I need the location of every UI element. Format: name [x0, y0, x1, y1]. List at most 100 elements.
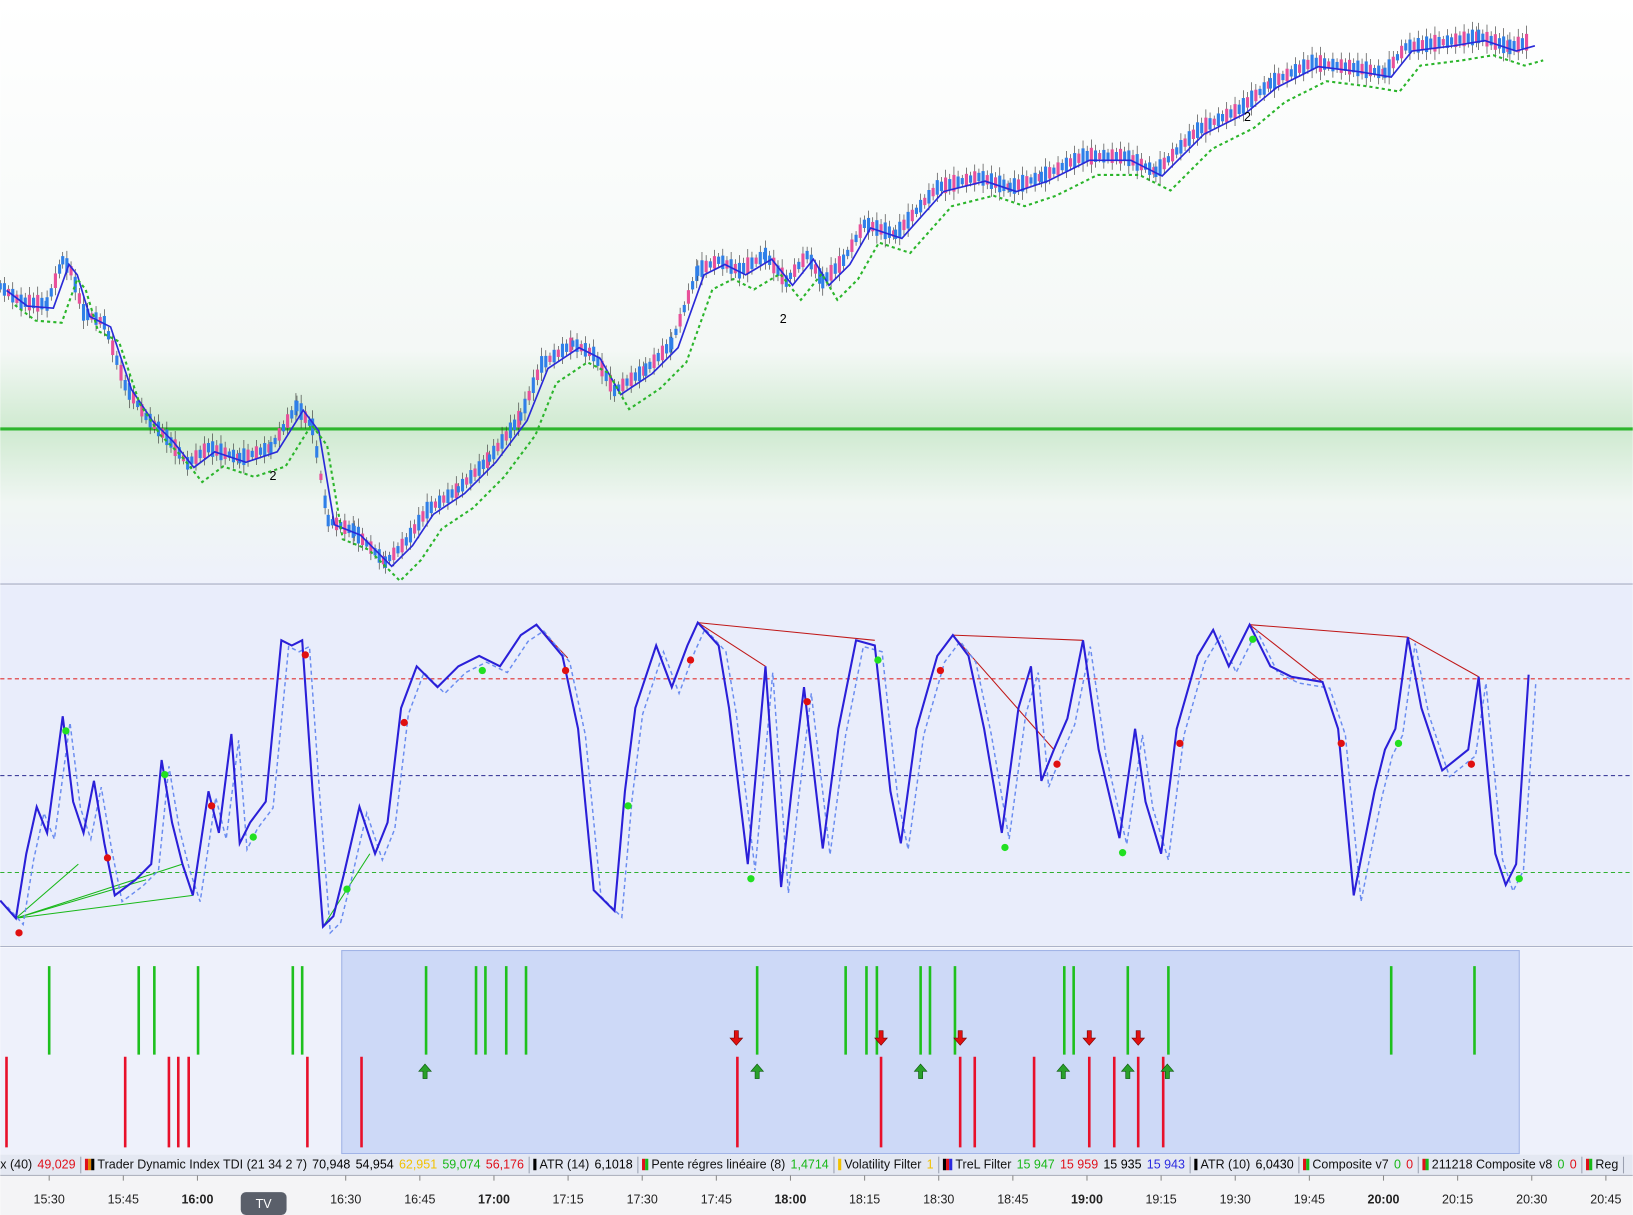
candle — [500, 434, 504, 449]
candle — [750, 257, 754, 269]
candle — [969, 175, 973, 183]
candle — [931, 187, 935, 197]
divergence-line — [697, 622, 766, 667]
candle — [206, 443, 211, 453]
candle — [1254, 89, 1258, 102]
candle — [1060, 162, 1064, 171]
candle — [1277, 73, 1281, 85]
down-arrow — [874, 1030, 888, 1046]
candle — [36, 294, 40, 312]
cross-dot — [15, 929, 23, 937]
candle — [952, 174, 956, 192]
candle — [1237, 104, 1241, 115]
candle — [488, 454, 492, 462]
candle — [223, 447, 227, 459]
legend-swatch — [645, 1158, 649, 1171]
candle — [1127, 150, 1131, 167]
candle — [1273, 72, 1277, 90]
candle — [65, 258, 69, 273]
candle — [729, 259, 733, 274]
indicator-name: ATR (14) — [540, 1157, 590, 1171]
indicator-value: 0 — [1558, 1157, 1565, 1171]
candle — [754, 257, 758, 264]
candle — [460, 478, 465, 492]
candle — [612, 384, 617, 397]
candle — [295, 400, 299, 412]
candle — [854, 234, 858, 243]
cross-dot — [874, 656, 882, 664]
candle — [319, 473, 323, 480]
candle — [1281, 73, 1285, 81]
candle — [665, 344, 669, 354]
tv-button[interactable] — [240, 1192, 287, 1215]
candle — [1102, 149, 1106, 163]
cross-dot — [343, 885, 351, 893]
indicator-value: 49,029 — [37, 1157, 75, 1171]
candle — [1331, 58, 1335, 72]
candle — [910, 209, 914, 222]
candle — [1048, 167, 1052, 179]
candle — [1343, 62, 1347, 71]
candle — [1241, 98, 1245, 114]
candle — [871, 221, 875, 232]
candle — [0, 283, 2, 290]
divergence-line — [1407, 636, 1479, 678]
candle — [1412, 41, 1416, 50]
cross-dot — [1001, 843, 1009, 852]
candle — [269, 441, 273, 454]
candle — [879, 224, 883, 235]
candle — [202, 443, 206, 459]
candle — [1056, 162, 1060, 175]
candle — [1425, 36, 1429, 53]
candle — [211, 441, 215, 457]
candle — [69, 266, 73, 276]
candle — [1516, 36, 1520, 53]
candle — [801, 253, 805, 268]
candle — [535, 369, 540, 381]
candle — [194, 450, 198, 464]
candle — [637, 366, 642, 382]
candle — [517, 410, 521, 428]
candle — [161, 428, 165, 438]
candle — [1377, 65, 1381, 79]
candle — [1420, 40, 1424, 50]
candle — [1364, 61, 1368, 79]
legend-swatch — [533, 1158, 537, 1171]
indicator-name: 211218 Composite v8 — [1432, 1157, 1553, 1171]
candle — [267, 444, 271, 453]
candle — [315, 446, 319, 458]
candle — [919, 199, 923, 213]
candle — [429, 501, 433, 514]
candle — [1171, 148, 1175, 162]
candle — [1187, 131, 1191, 146]
legend-swatch — [838, 1158, 842, 1171]
candle — [1400, 45, 1404, 59]
candle — [352, 525, 356, 537]
time-label: 15:45 — [108, 1193, 139, 1207]
cross-dot — [1337, 739, 1345, 748]
candle — [373, 548, 377, 556]
time-label: 16:45 — [404, 1193, 435, 1207]
candle — [361, 533, 365, 546]
candle — [1025, 176, 1029, 188]
legend-swatch — [1589, 1158, 1593, 1171]
candle — [485, 452, 490, 468]
candle — [686, 290, 691, 304]
candle — [1454, 33, 1458, 48]
candle — [569, 337, 573, 353]
candle — [400, 538, 404, 553]
candle — [365, 540, 369, 547]
candle — [939, 181, 943, 192]
candle — [1037, 174, 1041, 182]
price-annotation: 2 — [1244, 110, 1251, 124]
cross-dot — [1394, 739, 1403, 748]
candle — [531, 377, 535, 394]
candle — [446, 489, 450, 504]
cross-dot — [207, 802, 216, 810]
candle — [1021, 174, 1025, 192]
candle — [948, 179, 952, 190]
legend-swatch — [88, 1158, 92, 1171]
candle — [339, 521, 343, 530]
candle — [86, 308, 90, 321]
candle — [1404, 43, 1408, 51]
